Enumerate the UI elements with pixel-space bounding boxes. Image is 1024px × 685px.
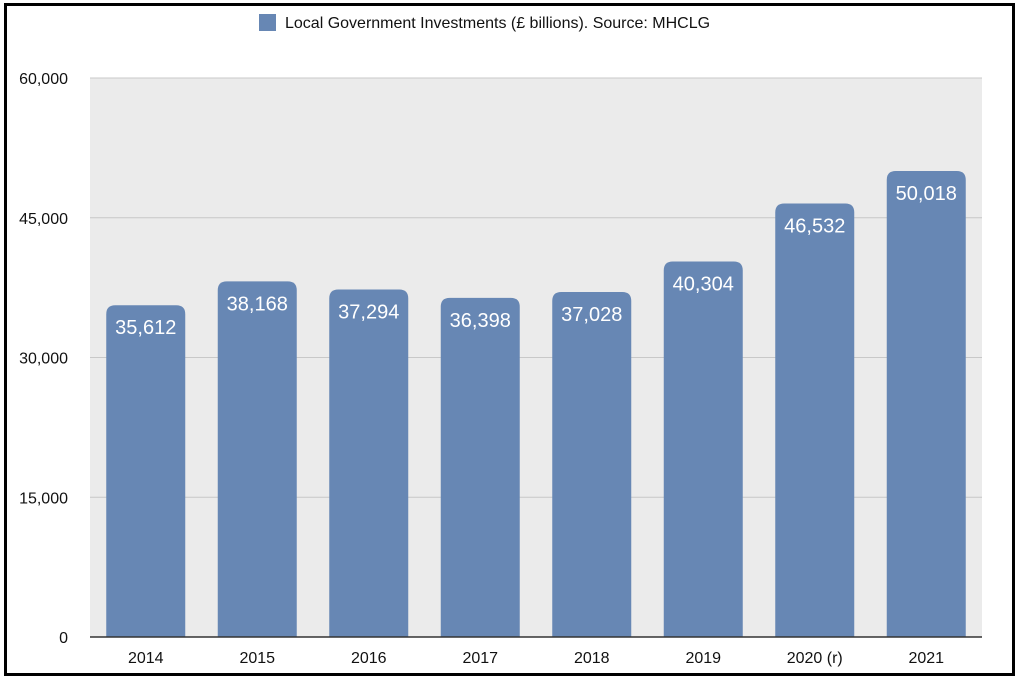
data-labels-group: 35,612 38,168 37,294 36,398 37,028 40,304 46,5…: [115, 183, 957, 339]
y-tick-label: 60,000: [19, 71, 68, 88]
y-tick-label: 30,000: [19, 351, 68, 368]
legend: Local Government Investments (£ billions…: [259, 14, 710, 32]
x-tick-label: 2018: [574, 650, 610, 667]
x-tick-label: 2017: [462, 650, 498, 667]
data-label: 38,168: [227, 293, 288, 315]
bar-2017: [440, 297, 520, 637]
x-tick-label: 2019: [685, 650, 721, 667]
bar-2016: [329, 289, 409, 637]
data-label: 35,612: [115, 317, 176, 339]
data-label: 37,294: [338, 302, 399, 324]
y-axis-ticks: 0 15,000 30,000 45,000 60,000: [19, 71, 68, 647]
y-tick-label: 0: [59, 630, 68, 647]
y-tick-label: 15,000: [19, 490, 68, 507]
data-label: 37,028: [561, 304, 622, 326]
x-tick-label: 2020 (r): [787, 650, 843, 667]
x-tick-label: 2014: [128, 650, 164, 667]
bar-2019: [663, 261, 743, 637]
x-tick-label: 2015: [239, 650, 275, 667]
bar-2014: [106, 305, 186, 637]
legend-swatch: [259, 14, 276, 31]
bar-2015: [217, 281, 297, 637]
data-label: 36,398: [450, 310, 511, 332]
bar-2018: [552, 292, 632, 637]
data-label: 46,532: [784, 215, 845, 237]
legend-label: Local Government Investments (£ billions…: [285, 15, 710, 32]
x-tick-label: 2021: [908, 650, 944, 667]
x-axis-ticks: 2014 2015 2016 2017 2018 2019 2020 (r) 2021: [128, 650, 944, 667]
bars-group: [106, 170, 966, 637]
y-tick-label: 45,000: [19, 211, 68, 228]
data-label: 40,304: [673, 274, 734, 296]
bar-2021: [886, 170, 966, 637]
bar-2020-r: [775, 203, 855, 637]
data-label: 50,018: [896, 183, 957, 205]
x-tick-label: 2016: [351, 650, 387, 667]
